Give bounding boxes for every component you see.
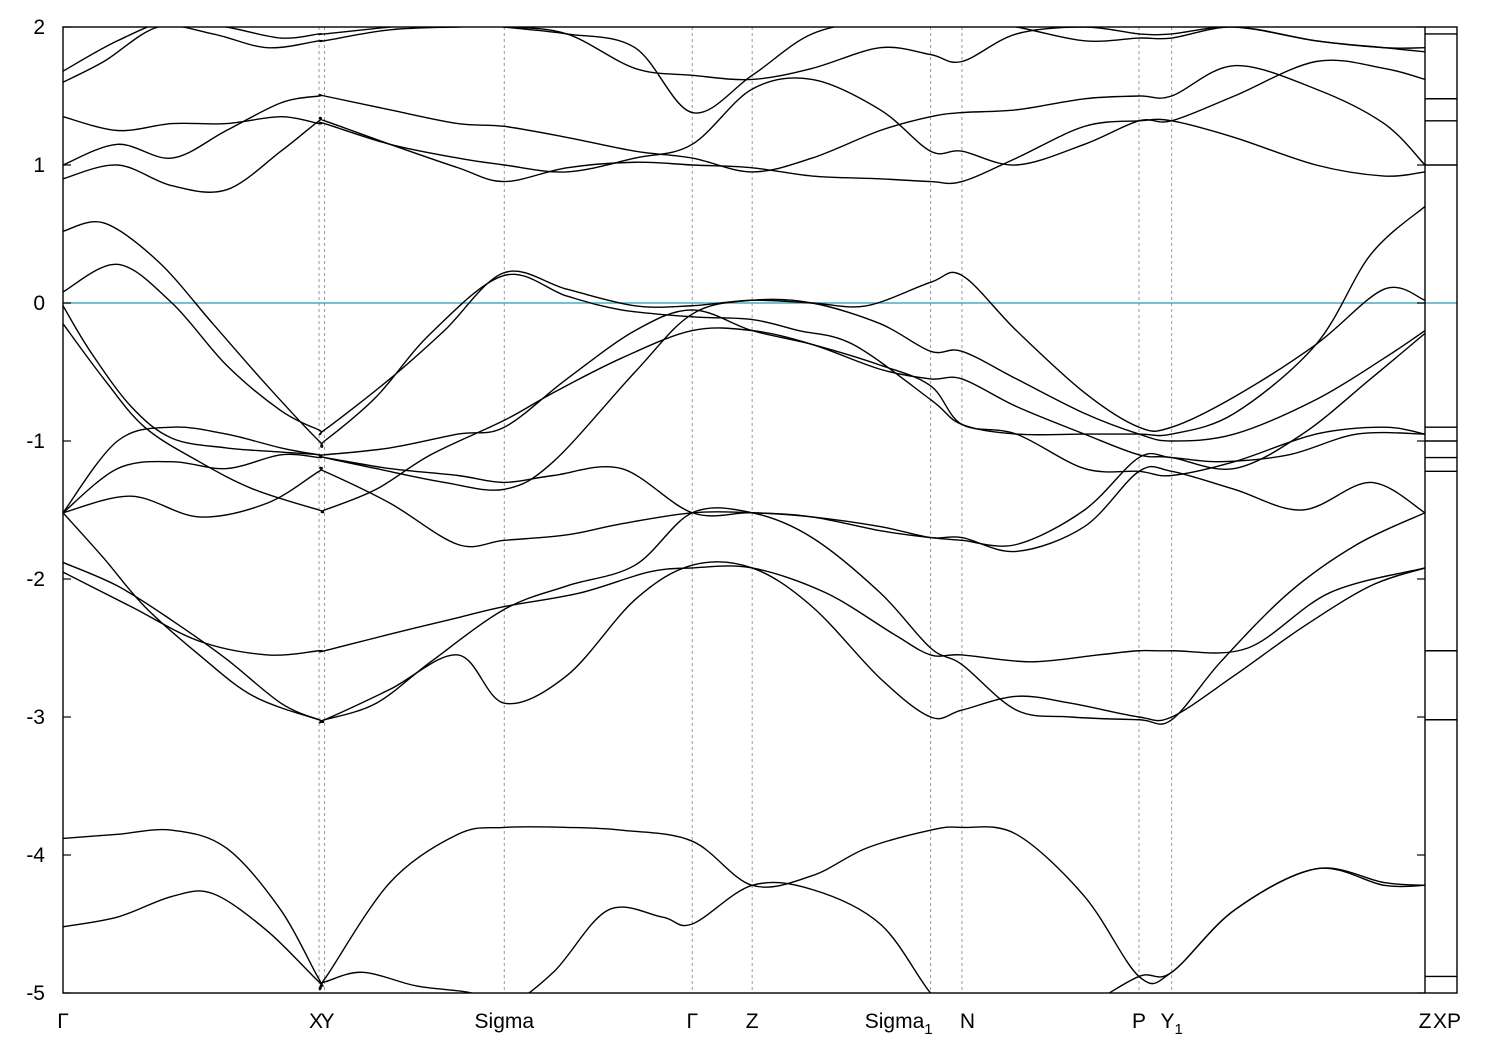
band-line-12 [63, 116, 1425, 193]
band-line-1 [63, 561, 1425, 724]
x-label-2: Y [321, 1010, 335, 1033]
band-line-14 [63, 59, 1425, 173]
y-tick-label-4: -2 [26, 568, 45, 591]
y-tick-label-7: -5 [26, 982, 45, 1005]
y-tick-label-6: -4 [26, 844, 45, 867]
plot-frame [62, 26, 1458, 994]
band-line-6 [63, 205, 1425, 448]
band-line-0 [63, 507, 1425, 725]
y-tick-label-2: 0 [33, 292, 45, 315]
x-label-9: Y1 [1160, 1010, 1182, 1038]
y-axis: 2 1 0 -1 -2 -3 -4 -5 [26, 16, 1425, 1005]
y-tick-label-5: -3 [26, 706, 45, 729]
x-label-5: Z [746, 1010, 759, 1033]
band-line-4 [63, 323, 1425, 514]
x-label-xp: XP [1433, 1010, 1461, 1033]
y-tick-label-0: 2 [33, 16, 45, 39]
band-line-11 [63, 867, 1425, 993]
x-axis: Γ XY Sigma Γ Z Sigma1 N P Y1 Z XP [57, 1010, 1461, 1038]
x-label-7: N [960, 1010, 975, 1033]
band-lines [63, 27, 1425, 993]
x-label-10: Z [1419, 1010, 1432, 1033]
y-tick-label-3: -1 [26, 430, 45, 453]
band-line-7 [63, 465, 1425, 553]
band-line-5 [63, 263, 1425, 436]
plot-border [62, 26, 1458, 994]
band-line-8 [63, 431, 1425, 547]
band-line-16 [63, 27, 1425, 114]
band-line-9 [63, 309, 1425, 514]
band-line-15 [63, 27, 1425, 83]
x-label-1: X [309, 1010, 323, 1033]
x-label-8: P [1132, 1010, 1146, 1033]
x-label-3: Sigma [475, 1010, 535, 1033]
band-line-13 [63, 64, 1425, 173]
band-line-10 [63, 826, 1425, 991]
right-panel [1425, 33, 1457, 978]
x-label-4: Γ [686, 1010, 698, 1033]
band-line-2 [63, 565, 1425, 663]
x-label-0: Γ [57, 1010, 69, 1033]
y-tick-label-1: 1 [33, 154, 45, 177]
x-label-6: Sigma1 [865, 1010, 933, 1038]
